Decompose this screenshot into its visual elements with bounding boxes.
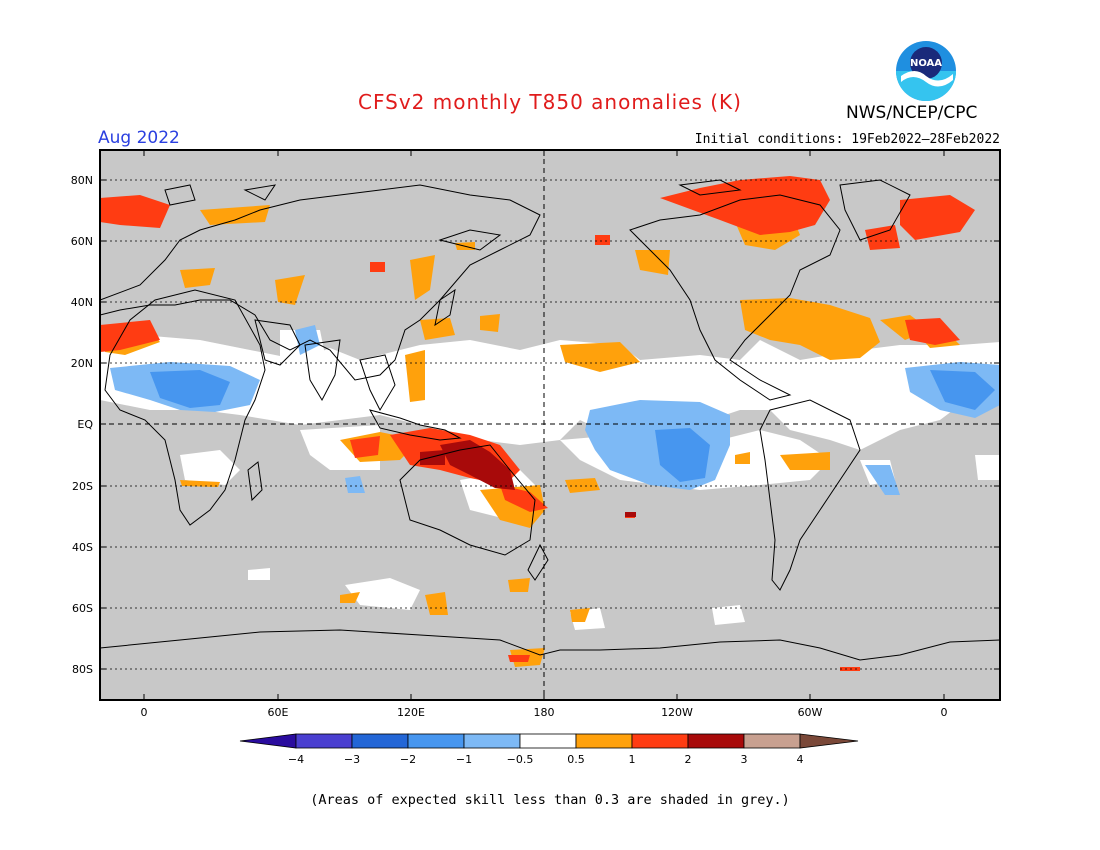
colorbar-tick: −1: [456, 753, 472, 766]
colorbar-segment: [799, 733, 859, 749]
warm-anomaly-strong: [420, 440, 636, 517]
colorbar: [239, 733, 859, 749]
latitude-labels: 80N 60N 40N 20N EQ 20S 40S 60S 80S: [71, 174, 94, 676]
lat-label: 60S: [72, 602, 93, 615]
page-title: CFSv2 monthly T850 anomalies (K): [358, 90, 742, 114]
logo-text: NOAA: [910, 58, 942, 69]
lon-label: 60E: [268, 706, 289, 719]
colorbar-segment: [519, 733, 577, 749]
colorbar-tick: 1: [629, 753, 636, 766]
agency-label: NWS/NCEP/CPC: [846, 103, 978, 123]
lon-label: 0: [941, 706, 948, 719]
lon-label: 60W: [798, 706, 823, 719]
colorbar-segment: [463, 733, 521, 749]
colorbar-segment: [631, 733, 689, 749]
colorbar-ticks: −4 −3 −2 −1 −0.5 0.5 1 2 3 4: [288, 753, 804, 766]
warm-anomaly-medium: [100, 176, 975, 671]
lon-label: 120W: [661, 706, 693, 719]
plot-frame: [99, 149, 1001, 701]
lat-label: EQ: [77, 418, 93, 431]
colorbar-tick: −4: [288, 753, 304, 766]
lat-label: 20N: [71, 357, 93, 370]
colorbar-segment: [407, 733, 465, 749]
colorbar-tick: −0.5: [507, 753, 534, 766]
colorbar-segment: [351, 733, 409, 749]
lat-label: 20S: [72, 480, 93, 493]
colorbar-segment: [239, 733, 297, 749]
colorbar-tick: 2: [685, 753, 692, 766]
lat-label: 80N: [71, 174, 93, 187]
footnote-caption: (Areas of expected skill less than 0.3 a…: [310, 792, 790, 808]
colorbar-segment: [295, 733, 353, 749]
lat-label: 80S: [72, 663, 93, 676]
tick-marks: [100, 150, 1000, 700]
lon-label: 0: [141, 706, 148, 719]
forecast-month: Aug 2022: [98, 128, 180, 148]
colorbar-segment: [575, 733, 633, 749]
lat-label: 60N: [71, 235, 93, 248]
colorbar-tick: −3: [344, 753, 360, 766]
lat-label: 40N: [71, 296, 93, 309]
colorbar-segment: [687, 733, 745, 749]
noaa-logo: NOAA: [896, 41, 956, 101]
colorbar-tick: 3: [741, 753, 748, 766]
coastlines: [100, 179, 1000, 661]
cold-anomaly-medium: [150, 370, 995, 482]
colorbar-tick: 0.5: [567, 753, 585, 766]
lat-label: 40S: [72, 541, 93, 554]
colorbar-segment: [743, 733, 801, 749]
initial-conditions: Initial conditions: 19Feb2022–28Feb2022: [694, 132, 1000, 147]
gridlines: [100, 179, 1000, 670]
lon-label: 180: [534, 706, 555, 719]
colorbar-tick: −2: [400, 753, 416, 766]
colorbar-tick: 4: [797, 753, 804, 766]
longitude-labels: 0 60E 120E 180 120W 60W 0: [141, 706, 948, 719]
lon-label: 120E: [397, 706, 425, 719]
